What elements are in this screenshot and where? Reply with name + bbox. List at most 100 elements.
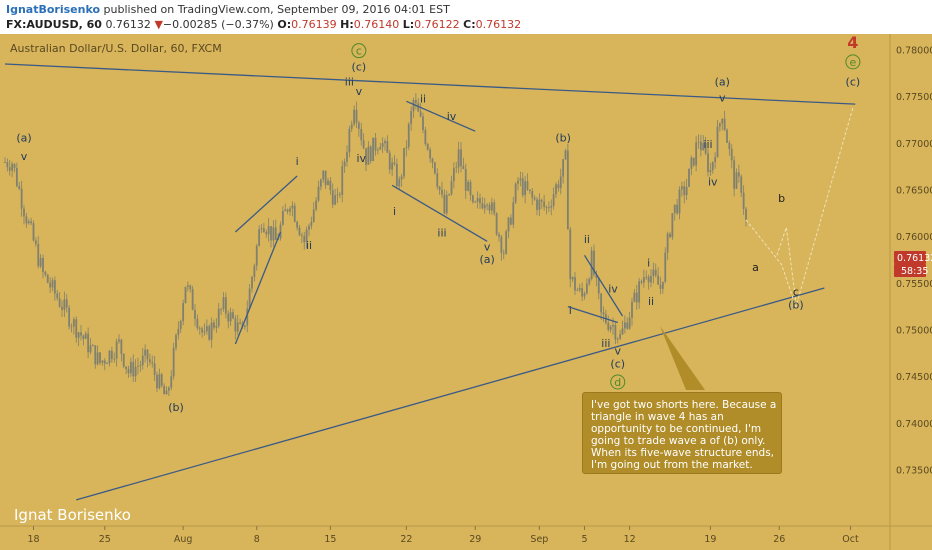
candle-body (400, 176, 403, 180)
candle-body (386, 141, 389, 153)
candle-body (310, 221, 313, 226)
candle-body (410, 111, 413, 124)
candle-body (308, 225, 310, 230)
candle-body (664, 252, 667, 282)
candle-body (118, 339, 120, 342)
last-price-value: 0.76132 (897, 253, 932, 264)
candle-body (405, 147, 408, 149)
candle-body (737, 172, 740, 177)
candle-body (735, 172, 738, 189)
candle-body (258, 229, 261, 246)
candle-body (502, 252, 505, 254)
chart-header: IgnatBorisenko published on TradingView.… (0, 0, 932, 34)
price-tick-label: 0.74500 (896, 372, 932, 383)
candle-body (20, 188, 23, 209)
time-tick-label: 22 (400, 534, 412, 545)
candle-body (327, 180, 329, 186)
candle-body (210, 322, 213, 340)
wave-labels-group: (a)v(b)iiiiiiviv(c)ciiiiiiivv(a)(b)iiiiv… (16, 34, 861, 414)
candle-body (148, 359, 151, 363)
candle-body (42, 257, 44, 272)
time-tick-label: Aug (174, 534, 193, 545)
candle-body (129, 361, 132, 374)
wave-label: v (614, 344, 621, 357)
candle-body (315, 200, 318, 210)
candle-body (650, 276, 652, 283)
candle-body (248, 288, 251, 309)
candle-body (357, 122, 360, 129)
candle-body (728, 142, 731, 149)
last-price-tag: 0.76132 58:35 (894, 251, 932, 277)
candle-body (144, 349, 147, 356)
candle-body (417, 103, 420, 112)
candle-body (597, 277, 600, 294)
candle-body (30, 221, 33, 224)
candle-body (125, 366, 128, 370)
candle-body (609, 326, 612, 330)
publish-line: IgnatBorisenko published on TradingView.… (6, 3, 450, 16)
candle-body (661, 281, 664, 289)
candle-body (58, 298, 61, 307)
wave-label: (a) (16, 131, 31, 144)
time-axis[interactable]: 18 25 Aug 8 15 22 29 Sep 5 12 19 26 Oct (27, 526, 859, 545)
candle-body (412, 100, 415, 112)
candle-body (317, 186, 320, 201)
author-link[interactable]: IgnatBorisenko (6, 3, 101, 16)
candle-body (279, 224, 282, 239)
candle-body (331, 190, 334, 205)
candle-body (638, 281, 641, 303)
watermark: Ignat Borisenko (14, 506, 131, 524)
wave-label: (b) (168, 401, 184, 414)
wave-label: iv (356, 152, 366, 165)
price-axis[interactable]: 0.78000 0.77500 0.77000 0.76500 0.76000 0.755… (896, 46, 932, 477)
candle-body (714, 157, 717, 162)
candle-body (286, 209, 289, 212)
trendline (4, 63, 856, 105)
candle-body (666, 233, 669, 253)
candle-body (673, 204, 676, 214)
candle-body (229, 312, 232, 322)
candle-body (593, 250, 595, 275)
candle-body (424, 129, 427, 145)
candle-body (355, 109, 358, 123)
candle-body (433, 162, 436, 174)
candle-body (457, 149, 460, 168)
candle-body (642, 277, 645, 283)
candle-body (303, 236, 306, 243)
candle-body (46, 274, 49, 283)
time-tick-label: Oct (842, 534, 859, 545)
candle-body (676, 204, 679, 214)
candle-body (695, 142, 698, 166)
candle-body (438, 186, 441, 190)
wave-label: (c) (846, 75, 861, 88)
wave-label: i (393, 205, 396, 218)
candle-body (56, 293, 59, 299)
candle-body (398, 179, 401, 187)
candle-body (685, 186, 688, 196)
candle-body (372, 137, 375, 162)
candle-body (657, 275, 660, 285)
candle-body (528, 189, 531, 191)
wave-label: (a) (479, 253, 494, 266)
candle-body (39, 257, 42, 267)
wave-label: (b) (555, 131, 571, 144)
candle-body (709, 170, 712, 173)
candle-body (536, 199, 538, 210)
candle-body (267, 226, 270, 235)
candle-body (103, 360, 106, 364)
candle-body (414, 100, 417, 104)
candle-body (362, 140, 365, 149)
candle-body (213, 322, 215, 328)
time-tick-label: 26 (773, 534, 785, 545)
wave-label: (c) (610, 357, 625, 370)
candle-body (704, 143, 707, 154)
candle-body (623, 322, 626, 329)
candle-body (680, 186, 683, 190)
candle-body (419, 111, 422, 117)
wave-label: 4 (847, 34, 858, 52)
wave-label: iii (601, 337, 610, 350)
candle-body (246, 308, 249, 326)
candle-body (346, 152, 348, 162)
price-chart[interactable]: Australian Dollar/U.S. Dollar, 60, FXCM … (0, 34, 932, 550)
candle-body (726, 129, 728, 143)
